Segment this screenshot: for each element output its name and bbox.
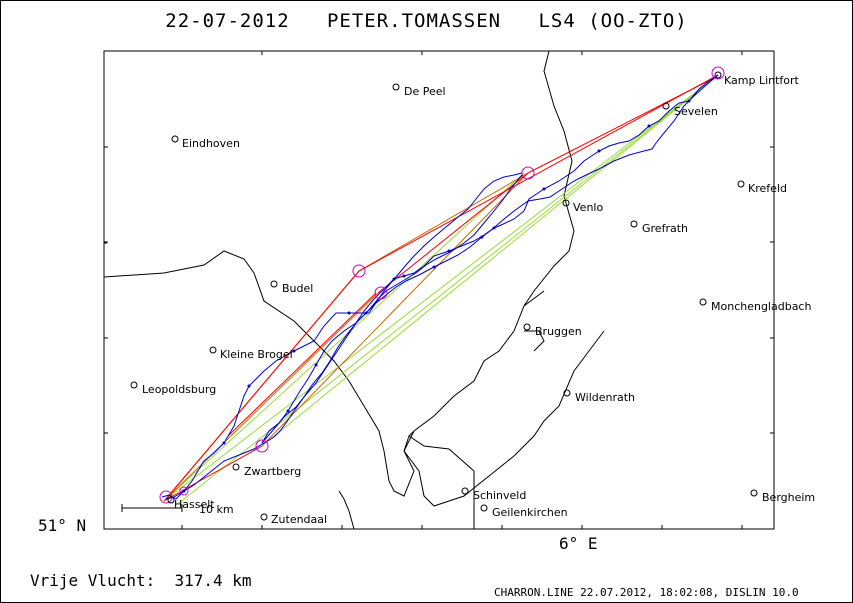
map-canvas: 10 km De Peel Kamp Lintfort xyxy=(103,50,815,530)
footer-credit: CHARRON.LINE 22.07.2012, 18:02:08, DISLI… xyxy=(494,586,799,599)
scale-bar-label: 10 km xyxy=(199,503,234,516)
place-label: Kleine Brogel xyxy=(220,348,293,361)
scale-bar xyxy=(121,504,183,512)
turnpoint-north xyxy=(521,166,535,180)
place-label: Bruggen xyxy=(535,325,582,338)
track-fixes xyxy=(182,99,691,493)
task-legs-green xyxy=(163,74,719,504)
longitude-label: 6° E xyxy=(559,534,598,553)
place-label: Schinveld xyxy=(473,489,526,502)
place-label: Geilenkirchen xyxy=(492,506,568,519)
place-label: Monchengladbach xyxy=(711,300,811,313)
place-label: Leopoldsburg xyxy=(142,383,216,396)
turnpoint-start xyxy=(179,486,189,496)
turnpoints xyxy=(159,66,725,504)
place-label: Wildenrath xyxy=(575,391,635,404)
place-markers xyxy=(130,71,758,521)
map-border xyxy=(103,50,775,530)
place-label: De Peel xyxy=(404,85,446,98)
place-label: Kamp Lintfort xyxy=(724,74,800,87)
distance-label: Vrije Vlucht: xyxy=(30,571,156,590)
glider-id: LS4 (OO-ZTO) xyxy=(538,10,688,32)
place-labels: De Peel Kamp Lintfort Sevelen Eindhoven … xyxy=(142,74,815,526)
flight-map: 10 km De Peel Kamp Lintfort xyxy=(103,50,815,530)
country-borders xyxy=(103,50,605,530)
distance-value: 317.4 km xyxy=(174,571,252,590)
flight-distance: Vrije Vlucht: 317.4 km xyxy=(30,571,252,590)
place-label: Krefeld xyxy=(748,182,787,195)
turnpoint-south xyxy=(255,439,269,453)
place-label: Sevelen xyxy=(674,105,718,118)
flight-date: 22-07-2012 xyxy=(165,10,290,32)
axis-ticks xyxy=(104,51,774,529)
place-label: Zutendaal xyxy=(271,513,327,526)
turnpoint-mid xyxy=(374,286,388,300)
turnpoint-kamp-lintfort xyxy=(711,66,725,80)
turnpoint-mid-west xyxy=(352,264,366,278)
place-label: Budel xyxy=(282,282,313,295)
place-label: Grefrath xyxy=(642,222,688,235)
pilot-name: PETER.TOMASSEN xyxy=(326,10,502,32)
latitude-label: 51° N xyxy=(38,516,87,535)
place-label: Bergheim xyxy=(762,491,815,504)
task-legs-red xyxy=(163,74,719,502)
place-label: Eindhoven xyxy=(182,137,240,150)
place-label: Venlo xyxy=(573,201,603,214)
place-label: Zwartberg xyxy=(244,465,301,478)
page-title: 22-07-2012 PETER.TOMASSEN LS4 (OO-ZTO) xyxy=(0,10,853,32)
place-label: Hasselt xyxy=(174,498,215,511)
